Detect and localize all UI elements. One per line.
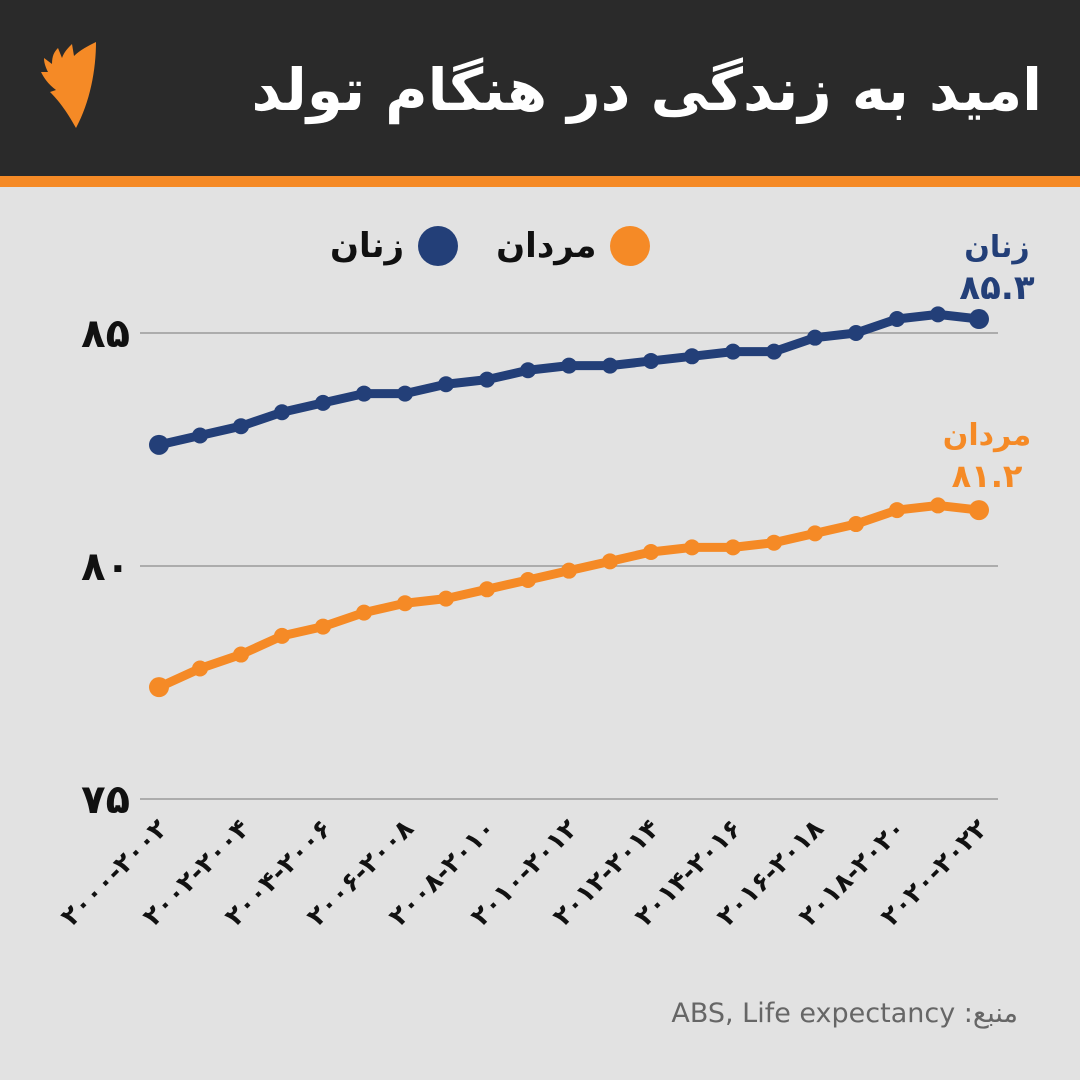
series-name: زنان xyxy=(964,230,1030,265)
data-point xyxy=(766,534,782,551)
legend-dot-icon xyxy=(418,226,459,266)
data-point xyxy=(807,329,823,346)
series-line xyxy=(149,306,989,455)
data-point xyxy=(274,404,290,421)
data-point xyxy=(602,553,618,570)
data-point xyxy=(479,371,495,388)
series-line xyxy=(149,497,989,698)
data-point xyxy=(930,306,946,323)
legend-item-women: زنان xyxy=(330,226,459,266)
legend-dot-icon xyxy=(610,226,651,266)
data-point xyxy=(520,571,536,588)
data-point xyxy=(149,677,169,698)
accent-divider xyxy=(0,176,1080,187)
data-point xyxy=(725,343,741,360)
data-point xyxy=(807,525,823,542)
data-point xyxy=(397,595,413,612)
series-value: ۸۵.۳ xyxy=(959,268,1035,308)
data-point xyxy=(356,385,372,402)
data-point xyxy=(315,618,331,635)
end-label-men: مردان ۸۱.۲ xyxy=(932,416,1042,496)
data-point xyxy=(725,539,741,556)
page-title: امید به زندگی در هنگام تولد xyxy=(251,56,1042,124)
data-point xyxy=(315,394,331,411)
data-point xyxy=(149,434,169,455)
source-note: منبع: ABS, Life expectancy xyxy=(671,998,1018,1029)
data-point xyxy=(848,325,864,341)
data-point xyxy=(561,562,577,579)
data-point xyxy=(438,590,454,607)
data-point xyxy=(643,352,659,369)
data-point xyxy=(969,500,989,521)
data-point xyxy=(969,309,989,330)
data-point xyxy=(889,502,905,519)
data-point xyxy=(930,497,946,514)
series-value: ۸۱.۲ xyxy=(951,457,1023,495)
legend-label: مردان xyxy=(496,226,597,266)
data-point xyxy=(233,646,249,663)
data-point xyxy=(766,343,782,360)
legend-label: زنان xyxy=(330,226,405,266)
data-point xyxy=(848,516,864,533)
data-point xyxy=(438,376,454,393)
data-point xyxy=(192,427,208,444)
end-label-women: زنان ۸۵.۳ xyxy=(942,228,1052,308)
chart-legend: مردان زنان xyxy=(330,218,651,274)
data-point xyxy=(233,418,249,435)
data-point xyxy=(684,348,700,365)
legend-item-men: مردان xyxy=(496,226,651,266)
data-point xyxy=(643,544,659,561)
y-tick-label: ۸۵ xyxy=(81,311,130,357)
data-point xyxy=(274,627,290,644)
data-point xyxy=(192,660,208,677)
series-name: مردان xyxy=(942,418,1032,453)
data-point xyxy=(602,357,618,374)
data-point xyxy=(397,385,413,402)
data-point xyxy=(684,539,700,556)
data-point xyxy=(889,311,905,328)
data-point xyxy=(520,362,536,379)
data-point xyxy=(356,604,372,621)
y-tick-label: ۷۵ xyxy=(81,777,130,823)
sbs-flame-logo-icon xyxy=(41,42,96,128)
y-tick-label: ۸۰ xyxy=(81,544,130,590)
data-point xyxy=(479,581,495,598)
data-point xyxy=(561,357,577,374)
header: امید به زندگی در هنگام تولد xyxy=(0,0,1080,176)
